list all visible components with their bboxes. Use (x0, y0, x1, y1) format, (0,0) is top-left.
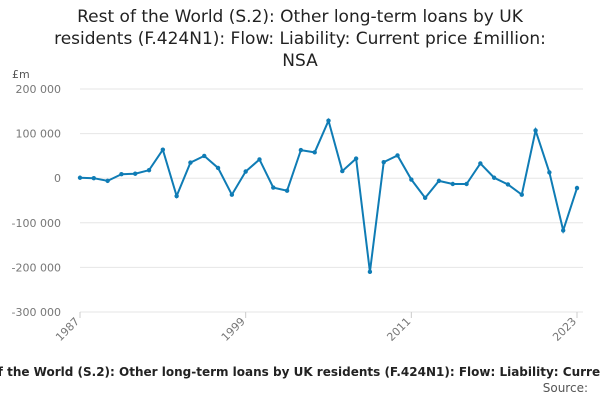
data-point (367, 269, 373, 275)
data-point (450, 181, 455, 187)
data-point (133, 171, 138, 176)
data-point (298, 147, 304, 153)
data-point (271, 185, 276, 190)
data-point (395, 153, 400, 158)
y-tick-label: -100 000 (12, 217, 61, 230)
data-point (188, 160, 193, 165)
data-point (505, 182, 511, 187)
chart-caption: Rest of the World (S.2): Other long-term… (0, 365, 600, 379)
data-point (77, 175, 83, 180)
data-point (243, 169, 248, 174)
data-point (284, 188, 290, 193)
chart-title-line: NSA (282, 51, 318, 71)
data-point (409, 177, 414, 182)
grid-lines (80, 88, 583, 313)
y-tick-label: 200 000 (16, 83, 62, 96)
data-point (202, 153, 207, 159)
x-tick-label: 2023 (550, 315, 579, 344)
data-point (478, 161, 483, 166)
data-point (464, 181, 469, 187)
data-point (353, 156, 359, 161)
data-point (91, 176, 97, 181)
chart-title-line: residents (F.424N1): Flow: Liability: Cu… (54, 29, 546, 49)
data-point (105, 178, 110, 184)
data-point (381, 159, 386, 165)
data-point (326, 118, 331, 123)
y-tick-label: -200 000 (12, 261, 61, 274)
data-point (436, 178, 442, 184)
data-point (491, 175, 497, 180)
data-point (119, 171, 124, 177)
x-tick-label: 2011 (384, 315, 413, 344)
series-line (79, 117, 578, 272)
chart-title-line: Rest of the World (S.2): Other long-term… (77, 7, 523, 27)
y-axis-unit-label: £m (12, 68, 30, 81)
data-point (257, 157, 262, 162)
y-axis-ticks: 200 000 100 000 0 -100 000 -200 000 -300 000 (12, 83, 61, 319)
y-tick-label: 0 (54, 172, 61, 185)
data-points (77, 118, 580, 275)
x-axis-ticks: 1987 1999 2011 2023 (53, 312, 579, 344)
data-point (146, 167, 152, 173)
data-point (574, 185, 580, 191)
y-tick-label: 100 000 (16, 128, 62, 141)
source-label: Source: (542, 381, 588, 395)
data-point (519, 192, 524, 197)
x-tick-label: 1987 (53, 315, 82, 344)
data-point (215, 165, 221, 171)
data-point (560, 228, 566, 233)
data-point (229, 192, 235, 197)
data-point (174, 193, 179, 199)
chart-title: Rest of the World (S.2): Other long-term… (0, 6, 600, 72)
x-tick-label: 1999 (219, 315, 248, 344)
data-point (312, 150, 317, 155)
data-point (160, 147, 166, 152)
data-point (533, 128, 538, 133)
data-point (547, 170, 552, 175)
data-point (422, 195, 428, 201)
data-point (340, 168, 345, 174)
y-tick-label: -300 000 (12, 306, 61, 319)
